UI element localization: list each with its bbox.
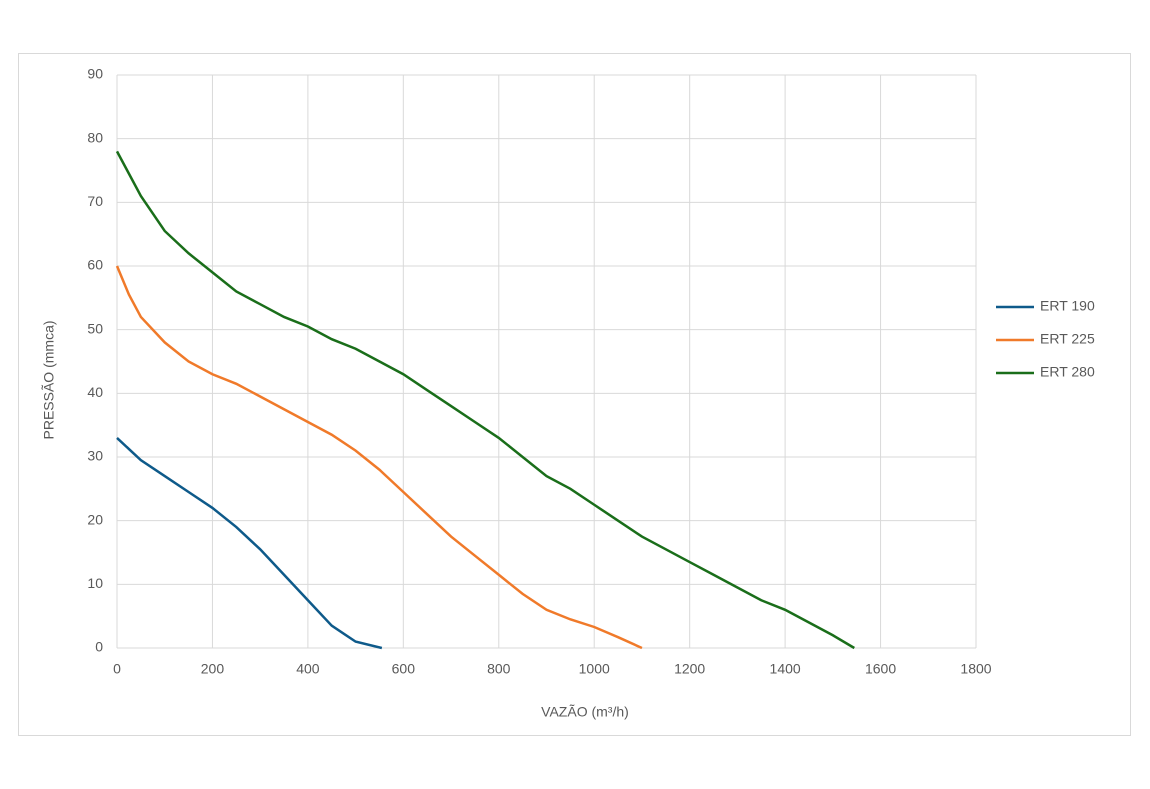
y-tick-label: 80 — [87, 129, 103, 145]
y-tick-label: 30 — [87, 448, 103, 464]
y-tick-label: 70 — [87, 193, 103, 209]
y-tick-label: 60 — [87, 257, 103, 273]
legend-label: ERT 190 — [1040, 298, 1095, 314]
y-tick-label: 90 — [87, 66, 103, 82]
series-line — [115, 265, 643, 650]
y-axis-label: PRESSÃO (mmca) — [41, 320, 57, 439]
chart-frame — [18, 53, 1131, 736]
x-tick-label: 1000 — [579, 661, 610, 677]
x-tick-label: 800 — [487, 661, 511, 677]
y-tick-label: 20 — [87, 511, 103, 527]
legend-label: ERT 280 — [1040, 364, 1095, 380]
y-tick-label: 0 — [95, 639, 103, 655]
x-tick-label: 1800 — [960, 661, 991, 677]
x-tick-label: 0 — [113, 661, 121, 677]
series-line — [116, 436, 383, 650]
x-tick-label: 1200 — [674, 661, 705, 677]
x-tick-label: 200 — [201, 661, 225, 677]
x-tick-label: 1600 — [865, 661, 896, 677]
x-axis-label: VAZÃO (m³/h) — [541, 704, 629, 720]
y-tick-label: 40 — [87, 384, 103, 400]
y-tick-label: 10 — [87, 575, 103, 591]
y-tick-label: 50 — [87, 320, 103, 336]
series-line — [115, 150, 855, 650]
x-tick-label: 600 — [392, 661, 416, 677]
legend-label: ERT 225 — [1040, 331, 1095, 347]
x-tick-label: 1400 — [770, 661, 801, 677]
x-tick-label: 400 — [296, 661, 320, 677]
